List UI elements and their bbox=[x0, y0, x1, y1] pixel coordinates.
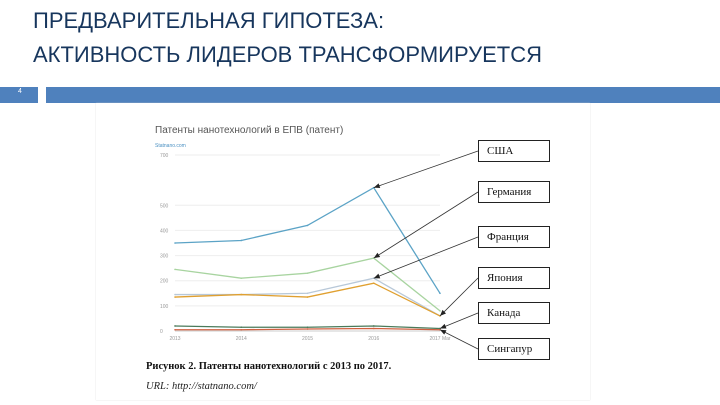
series-line bbox=[174, 257, 441, 312]
data-point bbox=[240, 239, 243, 242]
data-point bbox=[372, 327, 375, 330]
data-point bbox=[439, 310, 441, 312]
x-tick-label: 2014 bbox=[236, 336, 247, 342]
accent-bar-right bbox=[46, 87, 720, 103]
figure-caption: Рисунок 2. Патенты нанотехнологий с 2013… bbox=[146, 361, 392, 372]
data-point bbox=[240, 328, 243, 331]
y-tick-label: 0 bbox=[160, 329, 163, 335]
x-tick-label: 2016 bbox=[368, 336, 379, 342]
callout-arrow bbox=[373, 191, 479, 259]
chart-title: Патенты нанотехнологий в ЕПВ (патент) bbox=[155, 125, 343, 136]
callout-arrow bbox=[439, 312, 479, 329]
arrow-head bbox=[373, 252, 381, 259]
y-tick-label: 700 bbox=[160, 153, 169, 159]
callout-arrow bbox=[439, 277, 479, 317]
y-tick-label: 200 bbox=[160, 279, 169, 285]
callout-box: США bbox=[478, 140, 550, 162]
x-tick-label: 2015 bbox=[302, 336, 313, 342]
slide-title: ПРЕДВАРИТЕЛЬНАЯ ГИПОТЕЗА: АКТИВНОСТЬ ЛИД… bbox=[33, 4, 713, 72]
data-point bbox=[306, 224, 309, 227]
data-point bbox=[439, 292, 441, 295]
data-point bbox=[306, 326, 309, 329]
arrow-head bbox=[373, 183, 381, 189]
arrow-head bbox=[440, 323, 447, 329]
y-tick-label: 400 bbox=[160, 228, 169, 234]
x-tick-label: 2017 Mar bbox=[429, 336, 450, 342]
data-point bbox=[306, 292, 309, 295]
callout-box: Канада bbox=[478, 302, 550, 324]
data-point bbox=[240, 326, 243, 329]
callout-box: Япония bbox=[478, 267, 550, 289]
data-point bbox=[174, 296, 176, 298]
callout-arrow bbox=[373, 236, 479, 279]
y-tick-label: 300 bbox=[160, 254, 169, 260]
data-point bbox=[306, 272, 309, 274]
data-point bbox=[372, 325, 375, 327]
arrow-head bbox=[373, 273, 381, 279]
chart-source: Statnano.com bbox=[155, 143, 186, 149]
data-point bbox=[306, 296, 309, 298]
series-line bbox=[174, 282, 441, 317]
data-point bbox=[372, 282, 375, 285]
y-tick-label: 500 bbox=[160, 203, 169, 209]
data-point bbox=[174, 268, 176, 271]
data-point bbox=[240, 277, 243, 280]
callout-box: Франция bbox=[478, 226, 550, 248]
data-point bbox=[174, 325, 176, 327]
data-point bbox=[174, 293, 176, 296]
callout-box: Сингапур bbox=[478, 338, 550, 360]
callout-box: Германия bbox=[478, 181, 550, 203]
x-tick-label: 2013 bbox=[169, 336, 180, 342]
slide-number: 4 bbox=[18, 88, 22, 95]
y-tick-label: 100 bbox=[160, 304, 169, 310]
accent-bar-left bbox=[0, 87, 38, 103]
data-point bbox=[306, 328, 309, 330]
data-point bbox=[240, 293, 243, 296]
title-line-2: АКТИВНОСТЬ ЛИДЕРОВ ТРАНСФОРМИРУЕТСЯ bbox=[33, 42, 543, 67]
series-line bbox=[174, 186, 441, 294]
callout-arrow bbox=[373, 150, 479, 189]
arrow-head bbox=[440, 329, 447, 335]
callout-arrow bbox=[439, 329, 479, 350]
arrow-head bbox=[440, 309, 447, 316]
title-line-1: ПРЕДВАРИТЕЛЬНАЯ ГИПОТЕЗА: bbox=[33, 8, 385, 33]
data-point bbox=[174, 328, 176, 331]
figure-url: URL: http://statnano.com/ bbox=[146, 381, 257, 392]
data-point bbox=[174, 242, 176, 244]
